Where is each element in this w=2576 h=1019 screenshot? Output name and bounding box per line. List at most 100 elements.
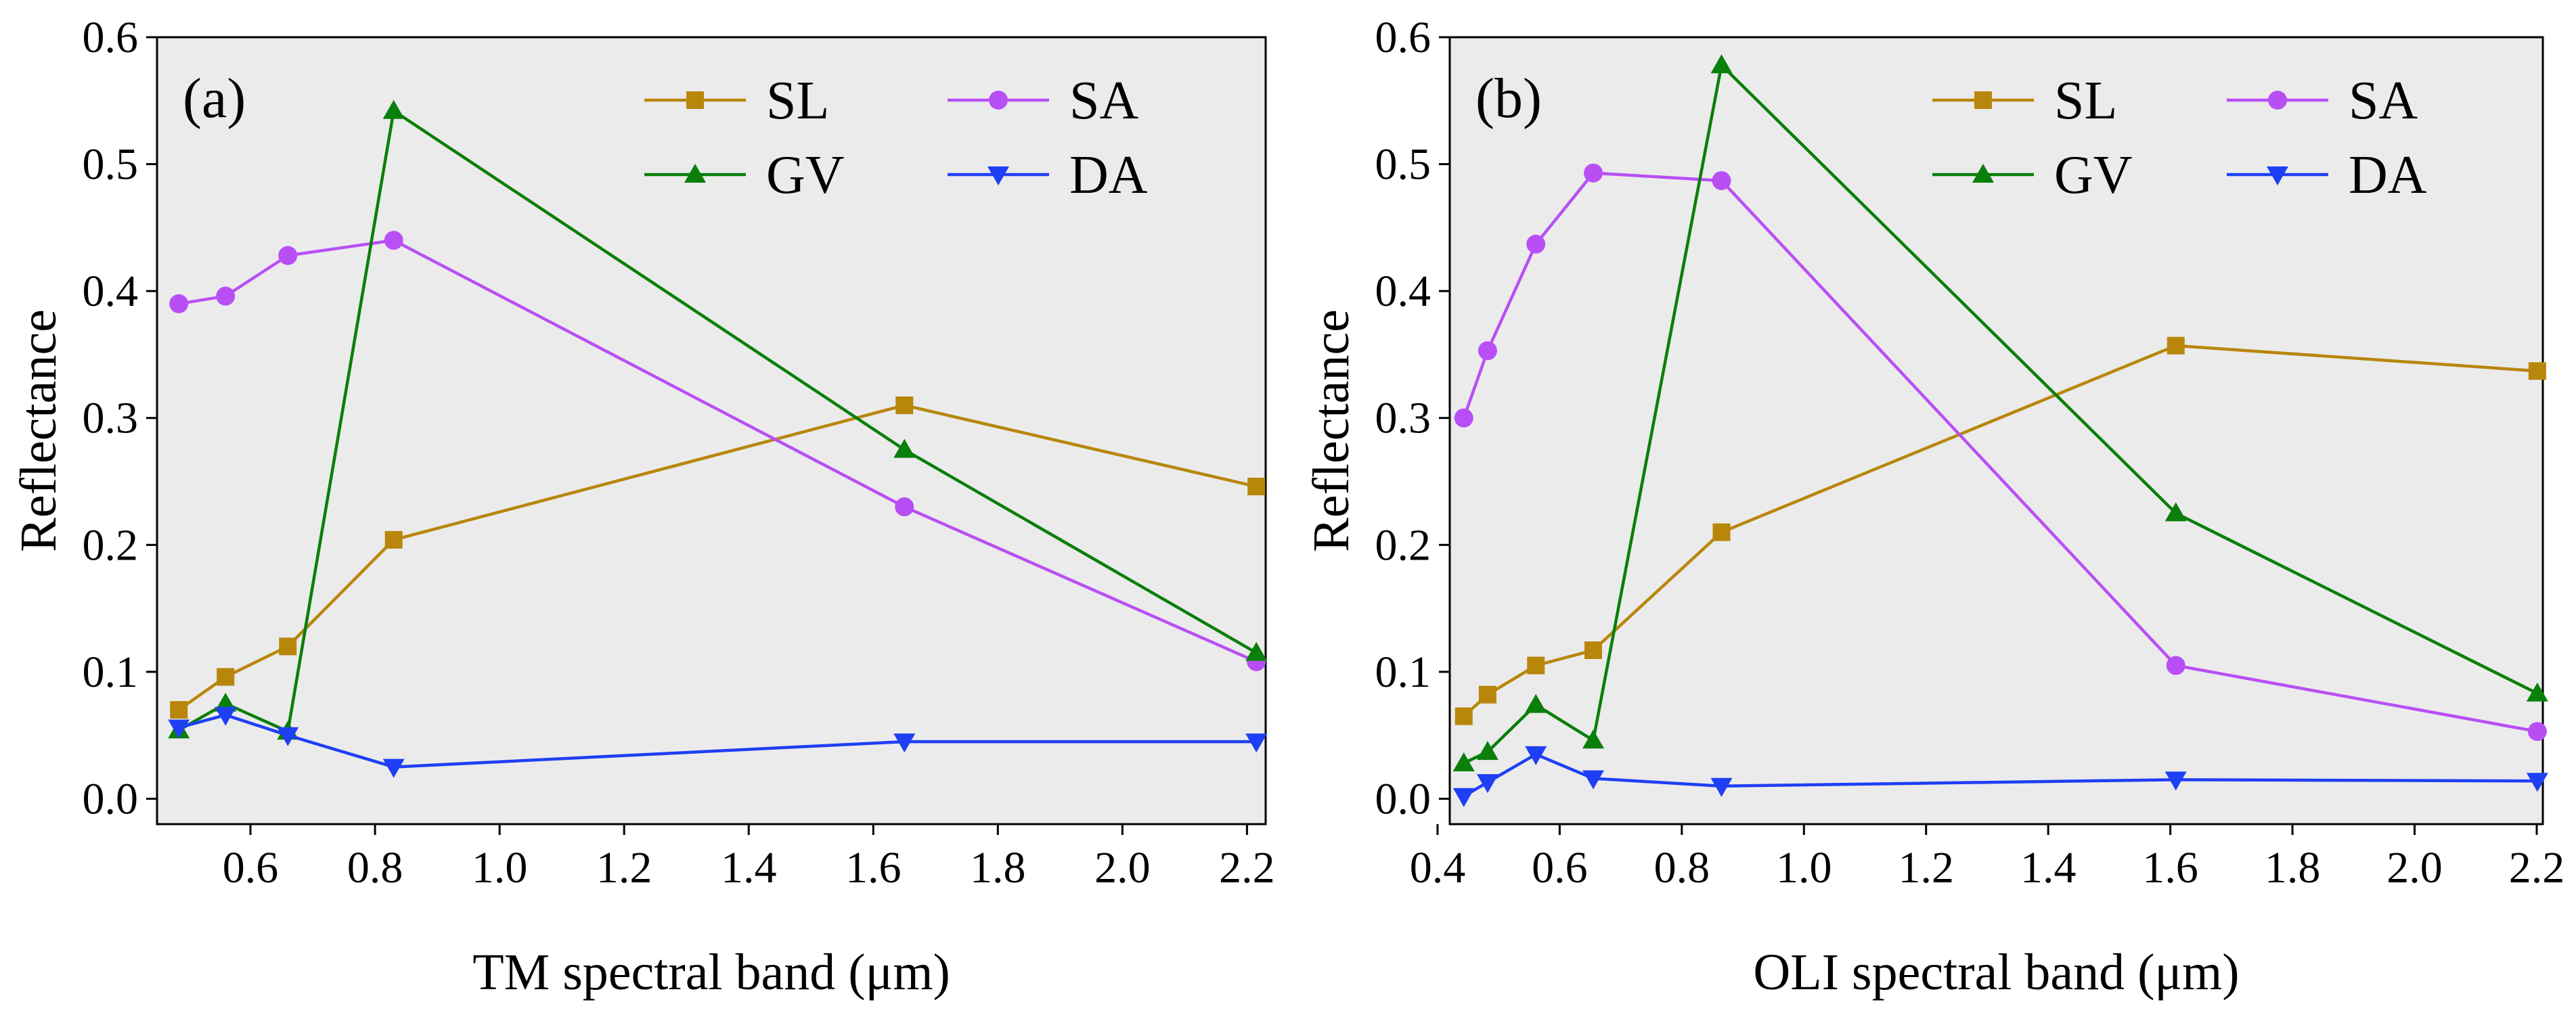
x-tick-label: 0.8 bbox=[1654, 843, 1710, 892]
data-point-sl bbox=[1247, 478, 1266, 496]
legend-marker bbox=[1974, 91, 1992, 109]
data-point-sa bbox=[1584, 163, 1603, 183]
data-point-da bbox=[1582, 770, 1605, 790]
x-tick-label: 2.0 bbox=[2386, 843, 2443, 892]
data-point-gv bbox=[1452, 752, 1475, 771]
data-point-sl bbox=[217, 668, 235, 686]
y-tick-label: 0.6 bbox=[83, 13, 139, 62]
x-axis-label: TM spectral band (μm) bbox=[472, 944, 950, 1001]
x-tick-label: 0.4 bbox=[1410, 843, 1466, 892]
x-tick-label: 1.6 bbox=[845, 843, 902, 892]
legend-item-gv: GV bbox=[1932, 145, 2133, 205]
plot-area bbox=[1448, 36, 2544, 825]
data-point-sl bbox=[170, 701, 188, 719]
legend-item-sa: SA bbox=[2227, 71, 2418, 131]
legend-label: SL bbox=[766, 71, 829, 131]
y-tick-label: 0.3 bbox=[1375, 394, 1431, 443]
data-point-gv bbox=[1476, 741, 1498, 761]
chart-panel-b: 0.0 0.1 0.2 0.3 0.4 0.5 0.6 0.4 0.6 0.8 1.0 1.2 1.4 1… bbox=[1303, 13, 2564, 1001]
data-point-sl bbox=[2528, 362, 2546, 380]
chart-panel-a: 0.0 0.1 0.2 0.3 0.4 0.5 0.6 0.6 0.8 1.0 1.2 1.4 1.6 1… bbox=[10, 13, 1275, 1001]
data-point-sa bbox=[216, 286, 236, 306]
x-tick-label: 0.6 bbox=[1532, 843, 1588, 892]
x-tick-label: 1.4 bbox=[721, 843, 777, 892]
data-point-sl bbox=[1527, 656, 1545, 675]
legend-label: SA bbox=[1069, 71, 1138, 131]
y-tick-label: 0.1 bbox=[83, 648, 139, 697]
data-point-gv bbox=[382, 99, 405, 119]
x-tick-label: 1.8 bbox=[2265, 843, 2321, 892]
data-point-da bbox=[893, 733, 916, 753]
data-point-gv bbox=[1525, 694, 1547, 713]
legend-label: DA bbox=[2349, 145, 2427, 205]
x-tick-label: 1.2 bbox=[596, 843, 652, 892]
series-sl bbox=[1454, 336, 2546, 725]
x-tick-label: 0.8 bbox=[347, 843, 403, 892]
legend-label: GV bbox=[2054, 145, 2133, 205]
series-da bbox=[168, 706, 1268, 778]
data-point-da bbox=[215, 706, 237, 726]
legend-item-sl: SL bbox=[644, 71, 829, 131]
y-tick-label: 0.6 bbox=[1375, 13, 1431, 62]
series-da bbox=[1452, 746, 2548, 807]
x-tick-label: 2.2 bbox=[1219, 843, 1275, 892]
legend-marker bbox=[989, 91, 1008, 110]
data-point-sa bbox=[1454, 408, 1473, 428]
data-point-sl bbox=[2167, 336, 2185, 355]
data-point-sa bbox=[1478, 341, 1497, 361]
panel-label: (b) bbox=[1475, 67, 1542, 130]
y-tick-label: 0.4 bbox=[83, 267, 139, 316]
y-tick-label: 0.1 bbox=[1375, 648, 1431, 697]
series-sa bbox=[1454, 163, 2547, 742]
data-point-da bbox=[2164, 771, 2187, 791]
legend-marker bbox=[686, 91, 704, 109]
x-tick-label: 1.8 bbox=[970, 843, 1026, 892]
data-point-sl bbox=[1712, 523, 1731, 541]
data-point-da bbox=[1245, 733, 1268, 753]
y-axis-label: Reflectance bbox=[1303, 309, 1360, 552]
data-point-sa bbox=[1526, 234, 1546, 254]
y-tick-label: 0.4 bbox=[1375, 267, 1431, 316]
data-point-gv bbox=[2526, 682, 2548, 702]
data-point-da bbox=[382, 758, 405, 778]
data-point-sa bbox=[169, 294, 189, 313]
legend-marker bbox=[987, 166, 1009, 185]
data-point-sa bbox=[2527, 722, 2547, 742]
y-tick-label: 0.2 bbox=[83, 520, 139, 570]
legend-label: DA bbox=[1069, 145, 1148, 205]
data-point-da bbox=[168, 719, 190, 739]
data-point-sl bbox=[1454, 707, 1473, 725]
x-tick-label: 1.0 bbox=[1776, 843, 1832, 892]
data-point-gv bbox=[2164, 502, 2187, 522]
legend-marker bbox=[684, 164, 706, 183]
data-point-da bbox=[1476, 774, 1498, 794]
data-point-gv bbox=[1582, 729, 1605, 749]
data-point-gv bbox=[1245, 641, 1268, 661]
series-gv bbox=[1452, 54, 2548, 771]
x-tick-label: 1.0 bbox=[472, 843, 528, 892]
x-tick-label: 1.2 bbox=[1898, 843, 1954, 892]
y-tick-label: 0.3 bbox=[83, 394, 139, 443]
data-point-sl bbox=[1584, 641, 1603, 660]
legend: SL SA GV DA bbox=[644, 71, 1148, 205]
panel-label: (a) bbox=[183, 67, 246, 130]
legend-item-sl: SL bbox=[1932, 71, 2117, 131]
legend-marker bbox=[2267, 166, 2288, 185]
y-tick-label: 0.5 bbox=[1375, 140, 1431, 189]
legend-marker bbox=[2268, 91, 2287, 110]
y-tick-label: 0.2 bbox=[1375, 520, 1431, 570]
x-tick-label: 0.6 bbox=[223, 843, 279, 892]
data-point-gv bbox=[1710, 54, 1733, 74]
data-point-da bbox=[1710, 777, 1733, 797]
y-tick-label: 0.0 bbox=[1375, 774, 1431, 823]
x-tick-label: 2.2 bbox=[2509, 843, 2565, 892]
data-point-da bbox=[2526, 773, 2548, 792]
legend-marker bbox=[1972, 164, 1994, 183]
y-tick-label: 0.5 bbox=[83, 140, 139, 189]
legend-label: SL bbox=[2054, 71, 2117, 131]
x-axis-label: OLI spectral band (μm) bbox=[1753, 944, 2239, 1001]
data-point-sa bbox=[384, 231, 403, 250]
legend: SL SA GV DA bbox=[1932, 71, 2427, 205]
data-point-gv bbox=[893, 438, 916, 458]
